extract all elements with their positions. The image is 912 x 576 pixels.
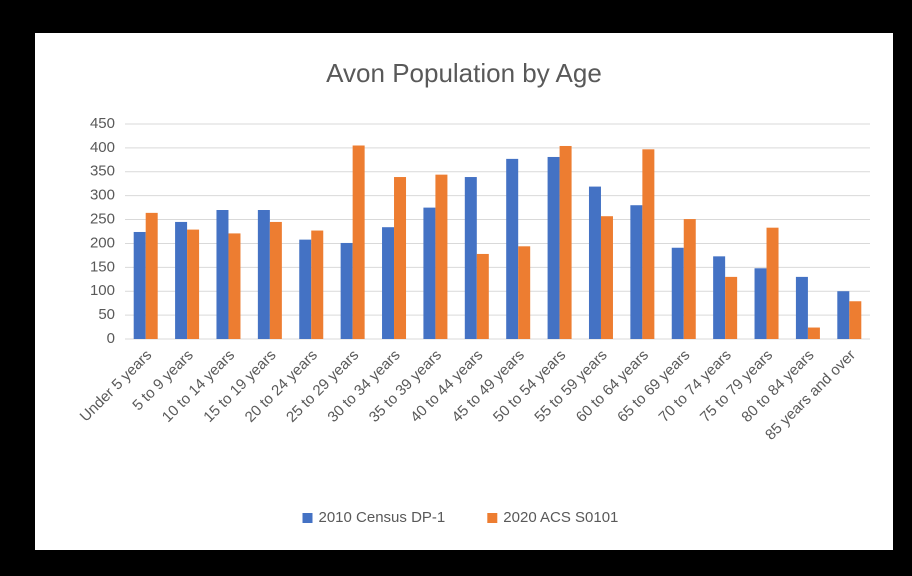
bar bbox=[754, 268, 767, 339]
bar bbox=[352, 145, 365, 339]
y-tick-label: 250 bbox=[90, 211, 115, 228]
bar bbox=[642, 149, 655, 339]
bar bbox=[394, 177, 407, 339]
bar bbox=[837, 291, 850, 339]
bar bbox=[435, 174, 448, 339]
y-tick-label: 400 bbox=[90, 139, 115, 156]
bar bbox=[559, 145, 572, 339]
legend-swatch bbox=[487, 513, 498, 523]
y-tick-label: 300 bbox=[90, 187, 115, 204]
bar bbox=[506, 158, 519, 339]
bar bbox=[547, 156, 560, 339]
bar bbox=[187, 229, 200, 339]
bar bbox=[269, 221, 282, 339]
bar bbox=[849, 301, 862, 339]
y-tick-label: 150 bbox=[90, 258, 115, 275]
bar bbox=[216, 210, 229, 339]
bar bbox=[588, 186, 601, 339]
bar bbox=[311, 230, 324, 339]
y-tick-label: 350 bbox=[90, 163, 115, 180]
bar bbox=[766, 227, 779, 339]
legend-label: 2020 ACS S0101 bbox=[503, 509, 618, 526]
y-tick-label: 50 bbox=[98, 306, 115, 323]
legend-swatch bbox=[302, 513, 313, 523]
bar bbox=[795, 276, 808, 339]
bar bbox=[257, 210, 270, 339]
bar bbox=[133, 231, 146, 339]
chart-title: Avon Population by Age bbox=[326, 58, 602, 88]
bar bbox=[476, 253, 489, 339]
bar bbox=[713, 256, 726, 339]
bar bbox=[299, 239, 312, 339]
bar bbox=[671, 247, 684, 339]
legend-label: 2010 Census DP-1 bbox=[319, 509, 446, 526]
bar bbox=[145, 212, 158, 339]
bar bbox=[518, 246, 531, 339]
y-tick-label: 100 bbox=[90, 282, 115, 299]
bar bbox=[683, 219, 696, 339]
bar bbox=[175, 221, 188, 339]
bar bbox=[464, 177, 477, 339]
bar bbox=[630, 205, 643, 339]
bar bbox=[228, 233, 241, 339]
bar bbox=[382, 227, 395, 339]
bar bbox=[600, 216, 613, 339]
bar bbox=[423, 207, 436, 339]
bar bbox=[340, 242, 353, 339]
bar bbox=[807, 327, 820, 339]
y-tick-label: 200 bbox=[90, 234, 115, 251]
y-tick-label: 450 bbox=[90, 115, 115, 132]
bar bbox=[725, 276, 738, 339]
y-tick-label: 0 bbox=[107, 330, 115, 347]
